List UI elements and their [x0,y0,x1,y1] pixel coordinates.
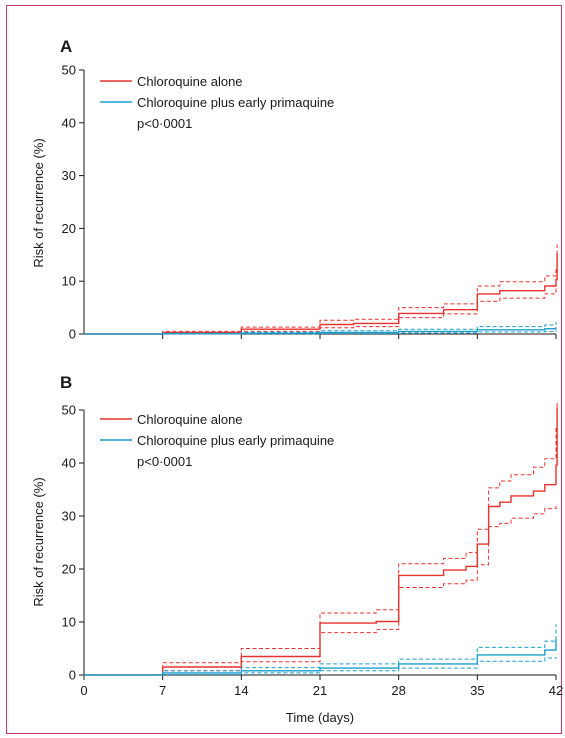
panel-b-ci-lower-chloroquine-primaquine [84,657,557,676]
panel-a-label: A [60,37,72,56]
panel-b-y-axis-label: Risk of recurrence (%) [31,477,46,606]
panel-b-x-tick-label-7: 7 [159,683,166,698]
panel-b-series-line-chloroquine-alone [84,407,558,676]
panel-a-y-tick-label-0: 0 [69,327,76,342]
panel-a-series-line-chloroquine-primaquine [84,327,557,335]
panel-b-ci-lower-chloroquine-alone [84,503,558,676]
panel-a-p-value: p<0·0001 [137,116,192,131]
panel-a-y-tick-label-40: 40 [62,115,76,130]
panel-b-y-tick-label-40: 40 [62,456,76,471]
figure-frame [6,5,562,734]
panel-b-x-tick-label-35: 35 [470,683,484,698]
panel-b-plot: 0 10 20 30 40 50 0 7 14 21 28 35 42 [62,402,563,698]
panel-a-series-line-chloroquine-alone [84,253,558,335]
panel-b-x-tick-label-21: 21 [313,683,327,698]
panel-b-legend-entry-chloroquine-alone: Chloroquine alone [137,412,243,427]
panel-b-x-tick-label-14: 14 [234,683,248,698]
panel-b-x-tick-label-0: 0 [80,683,87,698]
panel-b-legend-entry-chloroquine-primaquine: Chloroquine plus early primaquine [137,433,334,448]
panel-b-y-tick-label-50: 50 [62,403,76,418]
panel-b-x-axis-label: Time (days) [286,710,354,725]
panel-a-ci-upper-chloroquine-alone [84,244,558,335]
panel-a-y-tick-label-30: 30 [62,168,76,183]
panel-a-legend-entry-chloroquine-alone: Chloroquine alone [137,74,243,89]
panel-b-y-tick-label-30: 30 [62,509,76,524]
panel-a-y-tick-label-10: 10 [62,274,76,289]
panel-b-p-value: p<0·0001 [137,454,192,469]
panel-a-y-tick-label-20: 20 [62,221,76,236]
panel-b-y-tick-label-20: 20 [62,562,76,577]
panel-a-legend-entry-chloroquine-primaquine: Chloroquine plus early primaquine [137,95,334,110]
panel-b-series-line-chloroquine-primaquine [84,639,557,676]
panel-b-y-tick-label-10: 10 [62,615,76,630]
panel-b-x-tick-label-42: 42 [549,683,563,698]
panel-b-label: B [60,373,72,392]
panel-a-y-tick-label-50: 50 [62,63,76,78]
panel-a-plot: 0 10 20 30 40 50 [62,63,558,342]
panel-b-y-tick-label-0: 0 [69,668,76,683]
panel-a-y-axis-label: Risk of recurrence (%) [31,138,46,267]
panel-b-x-tick-label-28: 28 [391,683,405,698]
